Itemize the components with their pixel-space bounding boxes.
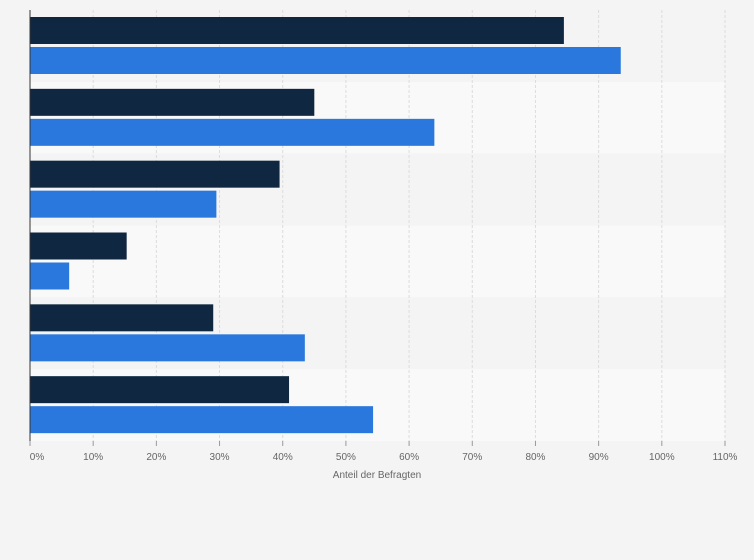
- bar-series-2: [30, 334, 305, 362]
- bar-series-1: [30, 232, 127, 260]
- x-tick-label: 50%: [336, 452, 356, 463]
- x-tick-label: 20%: [146, 452, 166, 463]
- x-tick-label: 70%: [462, 452, 482, 463]
- grid-lines: [92, 10, 726, 441]
- row-band: [30, 225, 725, 298]
- x-tick-label: 100%: [649, 452, 675, 463]
- bar-series-2: [30, 190, 217, 218]
- x-tick-label: 30%: [210, 452, 230, 463]
- bar-series-1: [30, 304, 214, 332]
- bar-series-1: [30, 88, 315, 116]
- bar-series-1: [30, 17, 564, 44]
- x-tick-labels: 0% 10% 20% 30% 40% 50% 60% 70% 80% 90% 100% 110%: [29, 441, 738, 463]
- bar-series-2: [30, 47, 621, 74]
- bar-series-1: [30, 160, 280, 188]
- x-tick-label: 60%: [399, 452, 419, 463]
- x-tick-label: 0%: [30, 452, 45, 463]
- x-tick-label: 10%: [83, 452, 103, 463]
- x-tick-label: 40%: [273, 452, 293, 463]
- x-tick-label: 90%: [589, 452, 609, 463]
- x-tick-label: 80%: [525, 452, 545, 463]
- x-tick-label: 110%: [713, 452, 738, 463]
- bar-series-2: [30, 262, 70, 290]
- bar-series-1: [30, 376, 290, 404]
- x-axis-title: Anteil der Befragten: [333, 470, 421, 481]
- bars: [30, 17, 621, 434]
- bar-series-2: [30, 118, 435, 146]
- bar-series-2: [30, 406, 374, 434]
